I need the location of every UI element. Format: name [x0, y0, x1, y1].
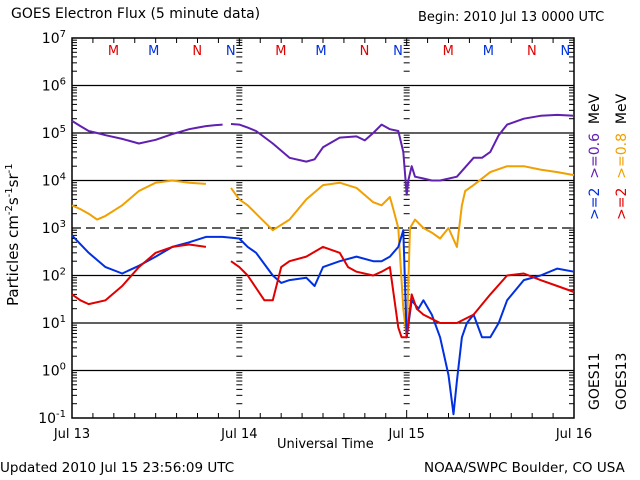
marker-label: N — [360, 44, 370, 59]
legend-goes11-label: GOES11 — [587, 352, 603, 410]
credit-label: NOAA/SWPC Boulder, CO USA — [424, 460, 625, 476]
legend-goes13-08mev: >=0.8 — [614, 132, 630, 179]
y-tick-label: 101 — [42, 314, 66, 332]
marker-label: N — [192, 44, 202, 59]
legend-goes11-2mev: >=2 — [587, 187, 603, 220]
legend-goes13-label: GOES13 — [614, 352, 630, 410]
y-axis-label: Particles cm-2s-1sr-1 — [4, 163, 22, 306]
legend-row-goes13-energy: >=2 >=0.8 MeV — [614, 94, 630, 220]
series-line — [71, 229, 575, 416]
x-tick-label: Jul 16 — [555, 427, 592, 442]
y-tick-exponent: 0 — [60, 362, 66, 373]
marker-label: N — [527, 44, 537, 59]
y-tick-exponent: 4 — [60, 172, 66, 183]
series-line — [71, 165, 575, 339]
x-tick-label: Jul 15 — [387, 427, 424, 442]
marker-label: M — [275, 44, 286, 59]
marker-label: N — [226, 44, 236, 59]
y-axis-unit-sr: sr — [4, 173, 22, 188]
y-axis-exp-3: -1 — [4, 163, 15, 174]
x-axis-label: Universal Time — [277, 437, 374, 452]
marker-label: N — [393, 44, 403, 59]
updated-timestamp: Updated 2010 Jul 15 23:56:09 UTC — [0, 460, 235, 476]
y-tick-label: 10-1 — [38, 409, 66, 427]
marker-label: M — [483, 44, 494, 59]
legend-goes13-unit: MeV — [614, 93, 630, 125]
y-tick-label: 105 — [42, 124, 66, 142]
begin-label: Begin: 2010 Jul 13 0000 UTC — [418, 10, 605, 25]
y-axis-exp-2: -1 — [4, 187, 15, 198]
marker-label: M — [148, 44, 159, 59]
legend-row-goes11-energy: >=2 >=0.6 MeV — [587, 94, 603, 220]
x-tick-label: Jul 14 — [220, 427, 257, 442]
y-tick-label: 107 — [42, 29, 66, 47]
legend-goes11-06mev: >=0.6 — [587, 132, 603, 179]
y-tick-exponent: 3 — [60, 219, 66, 230]
y-tick-exponent: 7 — [60, 29, 66, 40]
y-tick-exponent: -1 — [56, 409, 66, 420]
legend-goes13-2mev: >=2 — [614, 187, 630, 220]
y-tick-label: 103 — [42, 219, 66, 237]
legend-goes11-unit: MeV — [587, 93, 603, 125]
series-line — [71, 113, 575, 196]
y-tick-label: 102 — [42, 267, 66, 285]
marker-label: M — [108, 44, 119, 59]
marker-label: M — [443, 44, 454, 59]
marker-label: M — [315, 44, 326, 59]
y-axis-label-text: Particles cm — [4, 215, 22, 306]
y-tick-label: 100 — [42, 362, 66, 380]
y-axis-exp-1: -2 — [4, 205, 15, 216]
plot-frame — [71, 37, 575, 419]
y-axis-unit-s: s — [4, 197, 22, 206]
marker-label: N — [560, 44, 570, 59]
x-tick-label: Jul 13 — [53, 427, 90, 442]
y-tick-exponent: 6 — [60, 77, 66, 88]
y-tick-exponent: 2 — [60, 267, 66, 278]
y-tick-exponent: 1 — [60, 314, 66, 325]
y-tick-label: 106 — [42, 77, 66, 95]
y-tick-label: 104 — [42, 172, 66, 190]
y-tick-exponent: 5 — [60, 124, 66, 135]
series-line — [71, 243, 575, 339]
chart-title: GOES Electron Flux (5 minute data) — [11, 6, 261, 22]
